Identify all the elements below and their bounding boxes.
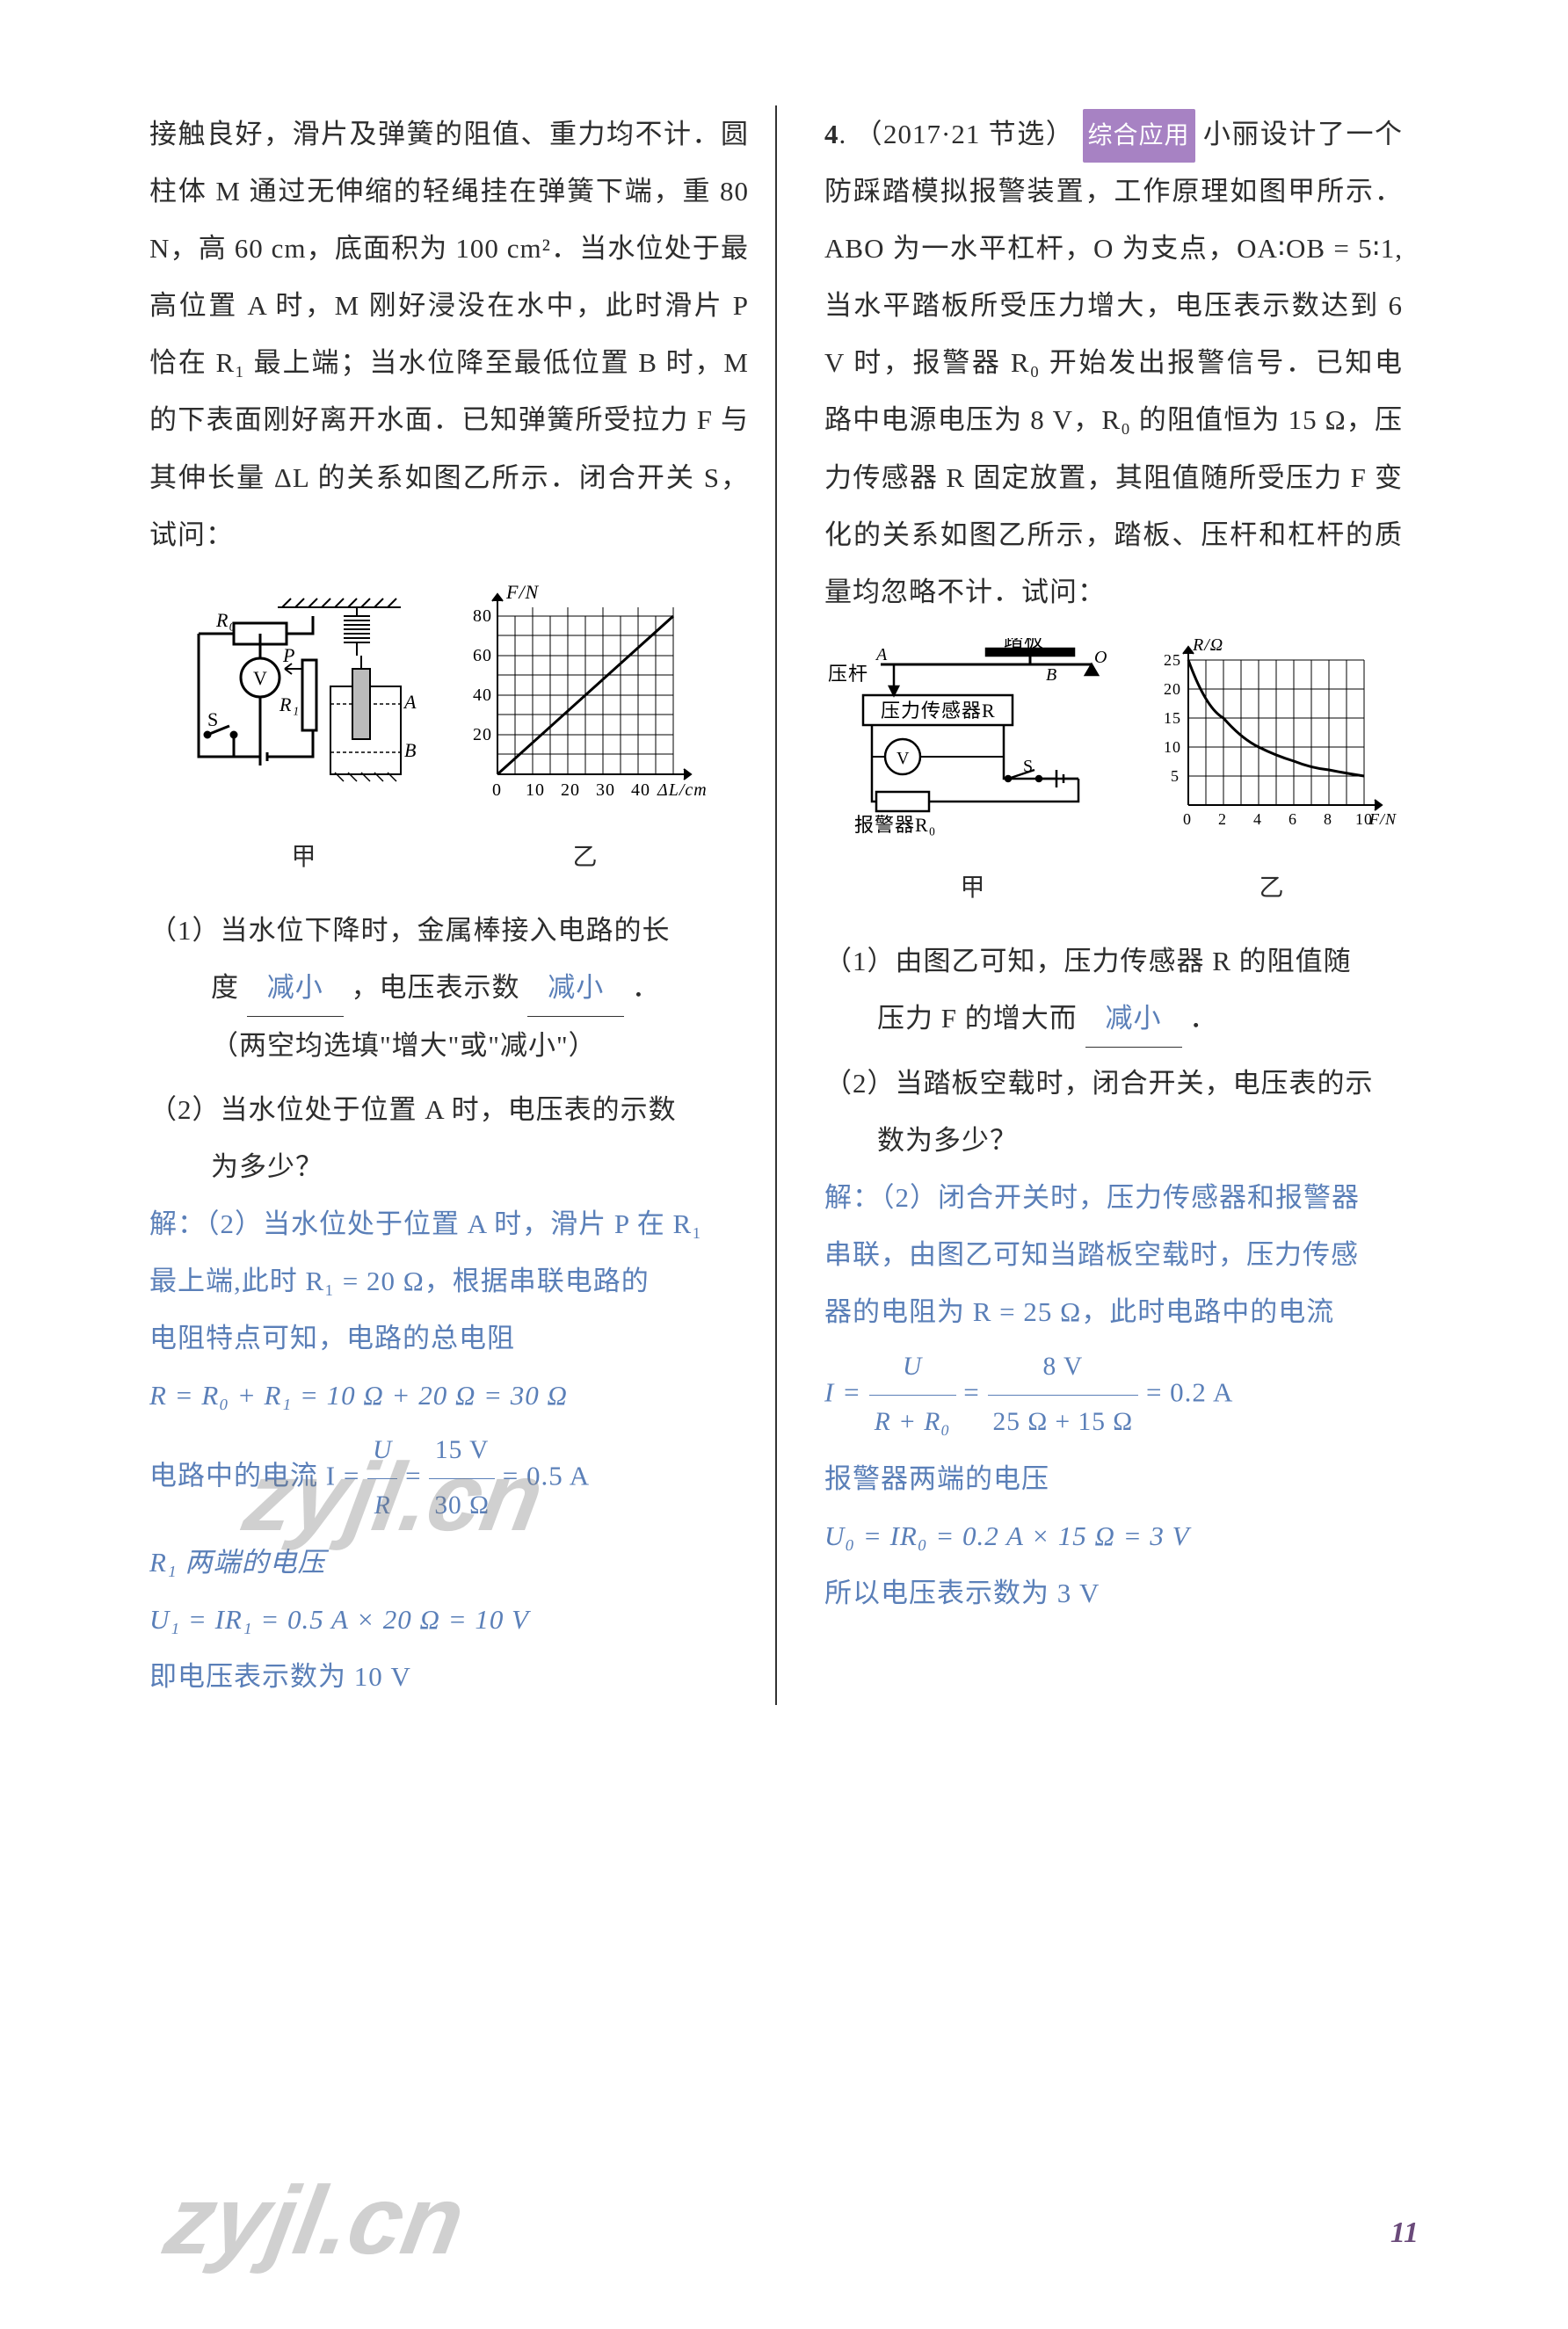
blank-3: 减小	[1085, 990, 1182, 1048]
right-intro: 4. （2017·21 节选） 综合应用 小丽设计了一个防踩踏模拟报警装置，工作…	[824, 105, 1403, 620]
left-q1-line1: （1）当水位下降时，金属棒接入电路的长	[149, 902, 749, 959]
q4-tag: 综合应用	[1083, 109, 1195, 163]
fig-circuit-jia: R₀ V P R₁ S A B 甲	[181, 581, 427, 884]
svg-text:80: 80	[473, 606, 492, 626]
svg-text:40: 40	[473, 686, 492, 705]
svg-text:F/N: F/N	[1368, 810, 1397, 828]
sol-h: 即电压表示数为 10 V	[149, 1648, 749, 1705]
q1b-mid: ，电压表示数	[352, 972, 520, 1003]
right-q1-line1: （1）由图乙可知，压力传感器 R 的阻值随	[824, 932, 1403, 990]
svg-text:A: A	[875, 645, 888, 664]
q1b-post: ．	[632, 972, 660, 1003]
svg-text:S: S	[207, 708, 219, 730]
svg-text:F/N: F/N	[505, 581, 540, 603]
left-fig-jia-label: 甲	[181, 832, 427, 884]
svg-text:30: 30	[596, 780, 615, 800]
svg-text:O: O	[1094, 648, 1107, 667]
right-q2-line2: 数为多少？	[824, 1112, 1403, 1169]
svg-text:V: V	[897, 749, 910, 768]
sol-d: R = R₀ + R₁ = 10 Ω + 20 Ω = 30 Ω	[149, 1367, 749, 1424]
svg-text:S: S	[1023, 757, 1034, 776]
svg-text:4: 4	[1253, 810, 1262, 828]
blank-2: 减小	[527, 959, 624, 1017]
q4-num: 4	[824, 119, 839, 149]
svg-text:0: 0	[492, 780, 502, 800]
fig-graph-yi-left: F/N 80 60 40 20 0 10 20 30 40 ΔL/cm 乙	[454, 581, 717, 884]
svg-text:20: 20	[1164, 680, 1181, 698]
left-column: 接触良好，滑片及弹簧的阻值、重力均不计．圆柱体 M 通过无伸缩的轻绳挂在弹簧下端…	[149, 105, 775, 1705]
q4-src: （2017·21 节选）	[855, 119, 1075, 149]
right-figures: A O B 踏板 压杆 压力传感器R V S 报警器R₀ 甲	[824, 638, 1403, 915]
left-q2-line1: （2）当水位处于位置 A 时，电压表的示数	[149, 1081, 749, 1138]
page-number: 11	[1390, 2217, 1419, 2250]
svg-text:2: 2	[1218, 810, 1227, 828]
sol-f: R₁ 两端的电压	[149, 1534, 749, 1591]
left-figures: R₀ V P R₁ S A B 甲	[149, 581, 749, 884]
sol-g: U₁ = IR₁ = 0.5 A × 20 Ω = 10 V	[149, 1591, 749, 1648]
sol-b: 最上端,此时 R₁ = 20 Ω，根据串联电路的	[149, 1252, 749, 1310]
blank-1: 减小	[247, 959, 344, 1017]
svg-text:A: A	[403, 691, 417, 713]
svg-text:25: 25	[1164, 651, 1181, 669]
left-intro: 接触良好，滑片及弹簧的阻值、重力均不计．圆柱体 M 通过无伸缩的轻绳挂在弹簧下端…	[149, 105, 749, 563]
rsol-b: 串联，由图乙可知当踏板空载时，压力传感	[824, 1226, 1403, 1283]
right-column: 4. （2017·21 节选） 综合应用 小丽设计了一个防踩踏模拟报警装置，工作…	[777, 105, 1403, 1705]
svg-text:ΔL/cm: ΔL/cm	[657, 780, 708, 800]
left-q1-line3: （两空均选填"增大"或"减小"）	[149, 1017, 749, 1074]
svg-text:8: 8	[1324, 810, 1332, 828]
fig-circuit-jia-right: A O B 踏板 压杆 压力传感器R V S 报警器R₀ 甲	[828, 638, 1118, 915]
left-solution: 解：（2）当水位处于位置 A 时，滑片 P 在 R₁ 最上端,此时 R₁ = 2…	[149, 1195, 749, 1705]
svg-text:P: P	[282, 644, 295, 666]
q4-intro-text: 小丽设计了一个防踩踏模拟报警装置，工作原理如图甲所示．ABO 为一水平杠杆，O …	[824, 119, 1403, 607]
left-fig-yi-label: 乙	[454, 832, 717, 884]
svg-text:15: 15	[1164, 709, 1181, 727]
sol-c: 电阻特点可知，电路的总电阻	[149, 1310, 749, 1367]
right-q2-line1: （2）当踏板空载时，闭合开关，电压表的示	[824, 1055, 1403, 1112]
rsol-f: U₀ = IR₀ = 0.2 A × 15 Ω = 3 V	[824, 1507, 1403, 1564]
watermark-2: zyjl.cn	[157, 2165, 473, 2276]
rsol-e: 报警器两端的电压	[824, 1450, 1403, 1507]
rsol-g: 所以电压表示数为 3 V	[824, 1564, 1403, 1622]
svg-text:20: 20	[561, 780, 580, 800]
svg-text:6: 6	[1289, 810, 1297, 828]
svg-text:10: 10	[1164, 738, 1181, 756]
svg-text:压杆: 压杆	[828, 663, 868, 685]
svg-text:B: B	[1046, 665, 1057, 685]
svg-text:R₁: R₁	[279, 693, 300, 715]
left-q1-line2: 度 减小 ，电压表示数 减小 ．	[149, 959, 749, 1017]
svg-text:报警器R₀: 报警器R₀	[854, 814, 936, 836]
svg-text:踏板: 踏板	[1004, 638, 1044, 651]
svg-text:V: V	[253, 667, 268, 689]
fig-graph-yi-right: R/Ω 25 20 15 10 5 0 2 4 6 8 10 F/N 乙	[1144, 638, 1399, 915]
right-q1-line2: 压力 F 的增大而 减小 ．	[824, 990, 1403, 1048]
svg-text:60: 60	[473, 646, 492, 665]
svg-text:20: 20	[473, 725, 492, 744]
sol-a: 解：（2）当水位处于位置 A 时，滑片 P 在 R₁	[149, 1195, 749, 1252]
left-q2-line2: 为多少？	[149, 1138, 749, 1195]
sol-e: 电路中的电流 I = UR = 15 V30 Ω = 0.5 A	[149, 1424, 749, 1534]
svg-text:R₀: R₀	[215, 609, 236, 631]
right-fig-jia-label: 甲	[828, 863, 1118, 915]
q1b-pre: 度	[211, 972, 239, 1003]
svg-text:B: B	[404, 739, 417, 761]
svg-text:压力传感器R: 压力传感器R	[881, 700, 996, 722]
svg-text:10: 10	[526, 780, 545, 800]
svg-text:R/Ω: R/Ω	[1192, 638, 1223, 655]
rsol-c: 器的电阻为 R = 25 Ω，此时电路中的电流	[824, 1283, 1403, 1340]
rq1b-pre: 压力 F 的增大而	[877, 1003, 1078, 1034]
right-solution: 解：（2）闭合开关时，压力传感器和报警器 串联，由图乙可知当踏板空载时，压力传感…	[824, 1169, 1403, 1622]
right-fig-yi-label: 乙	[1144, 863, 1399, 915]
rsol-d: I = UR + R₀ = 8 V25 Ω + 15 Ω = 0.2 A	[824, 1340, 1403, 1450]
rq1b-post: ．	[1189, 1003, 1217, 1034]
svg-text:40: 40	[631, 780, 650, 800]
svg-text:0: 0	[1183, 810, 1192, 828]
svg-text:5: 5	[1171, 767, 1180, 785]
rsol-a: 解：（2）闭合开关时，压力传感器和报警器	[824, 1169, 1403, 1226]
page: 接触良好，滑片及弹簧的阻值、重力均不计．圆柱体 M 通过无伸缩的轻绳挂在弹簧下端…	[0, 0, 1568, 1793]
